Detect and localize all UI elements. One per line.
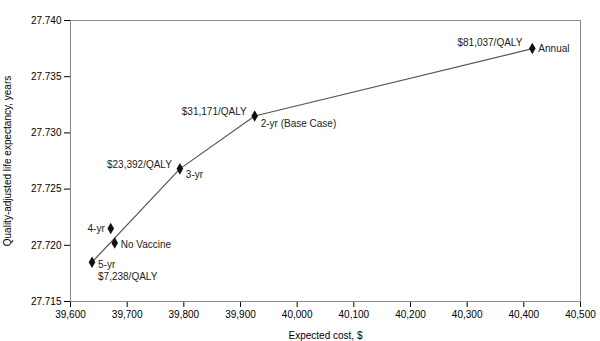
svg-text:40,400: 40,400 <box>509 309 540 320</box>
svg-text:39,600: 39,600 <box>55 309 86 320</box>
svg-text:5-yr: 5-yr <box>98 259 116 270</box>
svg-text:3-yr: 3-yr <box>186 169 204 180</box>
svg-text:40,000: 40,000 <box>282 309 313 320</box>
svg-text:27.740: 27.740 <box>31 15 62 26</box>
svg-text:39,900: 39,900 <box>225 309 256 320</box>
svg-text:Quality-adjusted life expectan: Quality-adjusted life expectancy, years <box>2 76 13 246</box>
svg-text:$7,238/QALY: $7,238/QALY <box>98 271 158 282</box>
svg-text:27.715: 27.715 <box>31 296 62 307</box>
svg-text:Expected cost, $: Expected cost, $ <box>289 330 363 341</box>
svg-text:40,100: 40,100 <box>339 309 370 320</box>
svg-text:$81,037/QALY: $81,037/QALY <box>457 37 522 48</box>
svg-text:40,200: 40,200 <box>395 309 426 320</box>
svg-text:39,700: 39,700 <box>112 309 143 320</box>
svg-text:40,300: 40,300 <box>452 309 483 320</box>
svg-text:No Vaccine: No Vaccine <box>121 239 172 250</box>
svg-text:27.735: 27.735 <box>31 71 62 82</box>
svg-text:39,800: 39,800 <box>169 309 200 320</box>
svg-text:$31,171/QALY: $31,171/QALY <box>182 106 247 117</box>
svg-text:27.720: 27.720 <box>31 240 62 251</box>
svg-text:4-yr: 4-yr <box>87 223 105 234</box>
svg-text:2-yr (Base Case): 2-yr (Base Case) <box>261 118 337 129</box>
svg-text:Annual: Annual <box>538 43 569 54</box>
svg-text:$23,392/QALY: $23,392/QALY <box>107 159 172 170</box>
svg-text:27.725: 27.725 <box>31 183 62 194</box>
svg-text:40,500: 40,500 <box>565 309 596 320</box>
svg-text:27.730: 27.730 <box>31 127 62 138</box>
